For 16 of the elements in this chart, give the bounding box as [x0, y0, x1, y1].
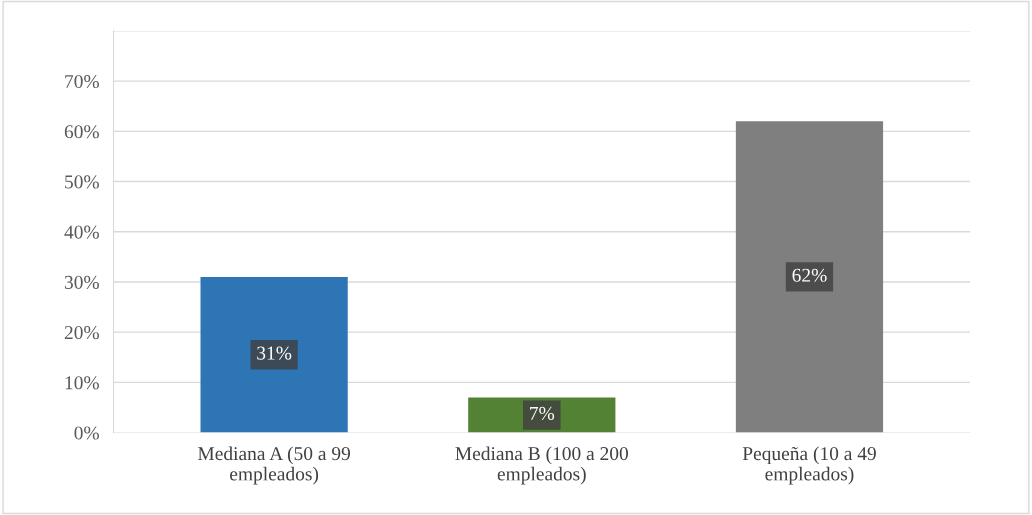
x-tick-label: Pequeña (10 a 49 empleados): [742, 446, 876, 485]
y-tick-label: 10%: [65, 376, 99, 390]
bar: [735, 121, 884, 433]
data-label: 7%: [530, 406, 555, 420]
data-label: 62%: [792, 268, 827, 282]
y-tick-label: 50%: [65, 175, 99, 189]
y-tick-label: 60%: [64, 125, 99, 139]
y-tick-label: 40%: [64, 225, 99, 239]
y-tick-label: 20%: [64, 325, 99, 340]
x-tick-label: Mediana A (50 a 99 empleados): [198, 446, 351, 485]
y-tick-label: 70%: [65, 74, 99, 89]
y-tick-label: 0%: [74, 426, 99, 440]
data-label: 31%: [257, 346, 292, 360]
x-tick-label: Mediana B (100 a 200 empleados): [455, 446, 628, 485]
y-tick-label: 30%: [64, 275, 99, 289]
bar: [200, 276, 348, 433]
